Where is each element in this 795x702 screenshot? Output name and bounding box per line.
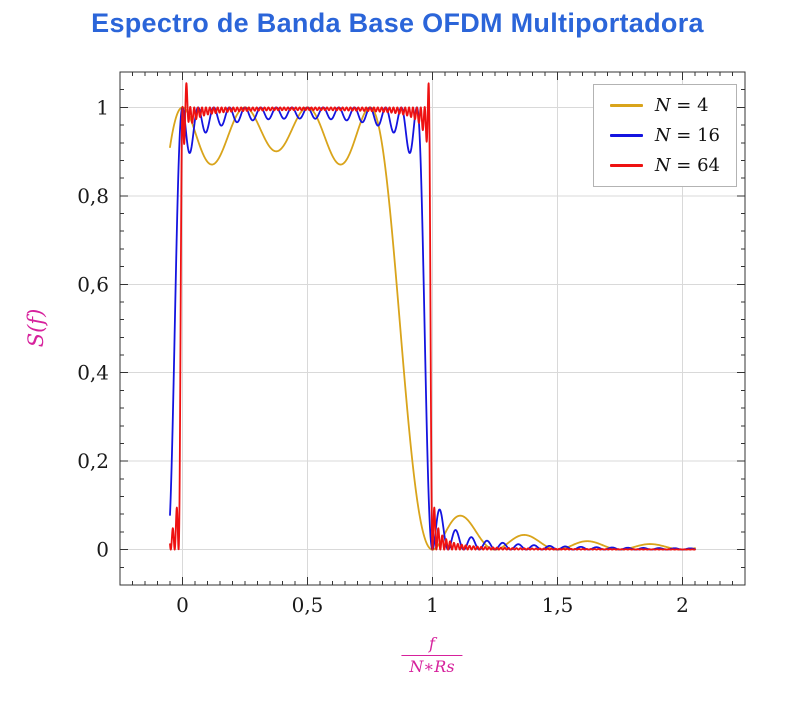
svg-text:0,5: 0,5 bbox=[292, 593, 324, 617]
legend-line-swatch bbox=[609, 164, 643, 167]
legend-label: N = 64 bbox=[654, 155, 720, 176]
legend: N = 4 N = 16 N = 64 bbox=[592, 84, 737, 187]
plot-frame bbox=[119, 71, 746, 586]
tick-marks bbox=[119, 71, 746, 586]
svg-text:1,5: 1,5 bbox=[542, 593, 574, 617]
legend-item: N = 16 bbox=[609, 125, 720, 146]
svg-text:1: 1 bbox=[96, 95, 109, 119]
x-axis-label-numerator: f bbox=[429, 634, 435, 653]
svg-text:0,8: 0,8 bbox=[77, 184, 109, 208]
y-axis-label: S(f) bbox=[24, 308, 48, 348]
series-line-N-64 bbox=[169, 82, 696, 551]
svg-text:2: 2 bbox=[676, 593, 689, 617]
svg-text:0: 0 bbox=[96, 538, 109, 562]
legend-item: N = 64 bbox=[609, 155, 720, 176]
x-axis-label: f N∗Rs bbox=[401, 634, 463, 677]
svg-text:0,6: 0,6 bbox=[77, 272, 109, 296]
legend-line-swatch bbox=[609, 104, 643, 107]
svg-text:0,2: 0,2 bbox=[77, 449, 109, 473]
legend-item: N = 4 bbox=[609, 95, 720, 116]
svg-text:0,4: 0,4 bbox=[77, 361, 109, 385]
svg-text:1: 1 bbox=[426, 593, 439, 617]
legend-label: N = 16 bbox=[654, 125, 720, 146]
svg-text:0: 0 bbox=[176, 593, 189, 617]
chart-title: Espectro de Banda Base OFDM Multiportado… bbox=[91, 8, 704, 38]
legend-line-swatch bbox=[609, 134, 643, 137]
legend-label: N = 4 bbox=[654, 95, 709, 116]
x-tick-labels: 0 0,5 1 1,5 2 bbox=[176, 593, 689, 617]
y-tick-labels: 0 0,2 0,4 0,6 0,8 1 bbox=[77, 95, 109, 561]
x-axis-label-denominator: N∗Rs bbox=[401, 655, 463, 677]
